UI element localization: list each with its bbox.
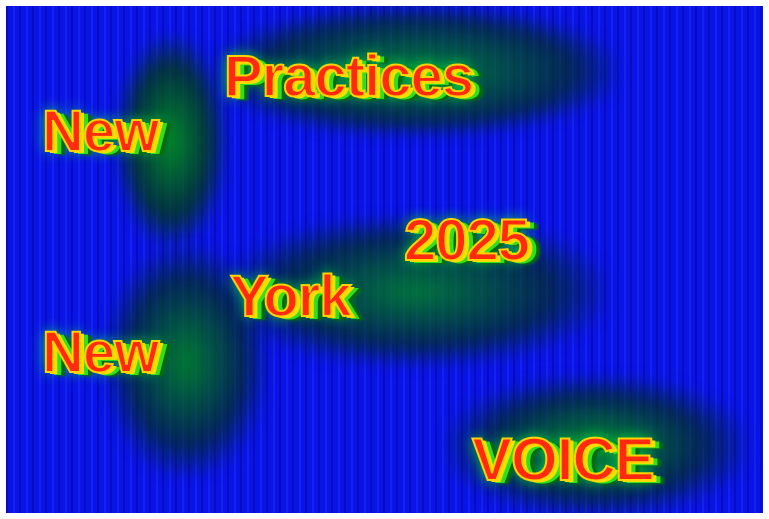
word: New — [41, 99, 160, 164]
glow — [216, 6, 616, 136]
word: New — [41, 320, 160, 385]
glow — [446, 376, 746, 513]
word: VOICE — [471, 426, 656, 493]
glow — [116, 36, 226, 246]
word: York — [229, 264, 353, 329]
glow — [226, 216, 606, 366]
word: Practices — [223, 44, 475, 109]
word: 2025 — [403, 208, 531, 273]
poster: Practices New 2025 York New VOICE — [6, 6, 763, 513]
